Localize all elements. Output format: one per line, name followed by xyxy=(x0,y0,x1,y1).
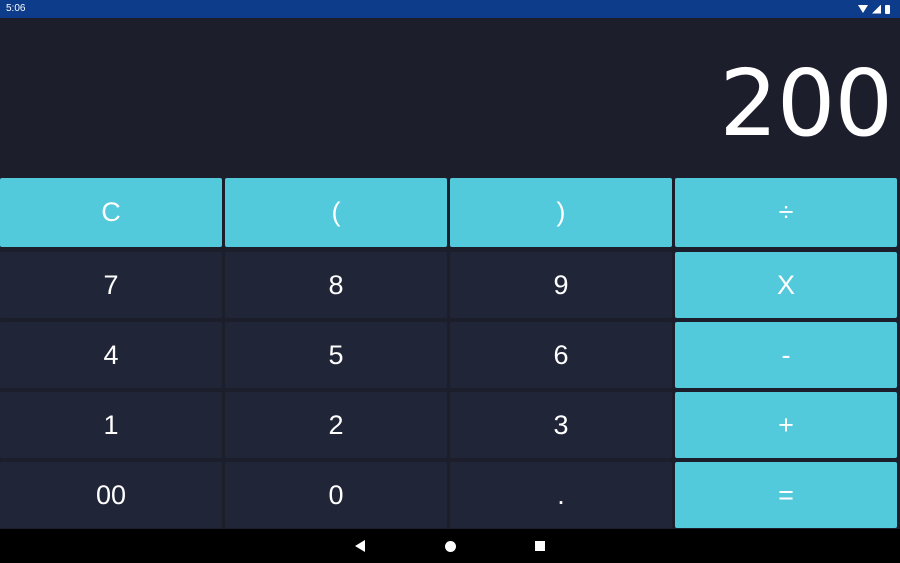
recents-icon[interactable] xyxy=(535,541,545,551)
decimal-button[interactable]: . xyxy=(450,462,672,528)
one-button[interactable]: 1 xyxy=(0,392,222,458)
open-paren-button[interactable]: ( xyxy=(225,178,447,247)
zero-button[interactable]: 0 xyxy=(225,462,447,528)
four-button[interactable]: 4 xyxy=(0,322,222,388)
five-button[interactable]: 5 xyxy=(225,322,447,388)
battery-icon xyxy=(885,4,890,14)
calculator-display: 200 xyxy=(0,18,900,176)
signal-icon xyxy=(872,4,881,14)
seven-button[interactable]: 7 xyxy=(0,252,222,318)
equals-button[interactable]: = xyxy=(675,462,897,528)
minus-button[interactable]: - xyxy=(675,322,897,388)
navigation-bar xyxy=(0,529,900,563)
double-zero-button[interactable]: 00 xyxy=(0,462,222,528)
eight-button[interactable]: 8 xyxy=(225,252,447,318)
six-button[interactable]: 6 xyxy=(450,322,672,388)
plus-button[interactable]: + xyxy=(675,392,897,458)
home-icon[interactable] xyxy=(445,541,456,552)
wifi-icon xyxy=(858,5,868,13)
keypad: C ( ) ÷ 7 8 9 X 4 5 6 - 1 2 3 + 00 0 . = xyxy=(0,176,900,529)
three-button[interactable]: 3 xyxy=(450,392,672,458)
close-paren-button[interactable]: ) xyxy=(450,178,672,247)
status-bar: 5:06 xyxy=(0,0,900,18)
display-value: 200 xyxy=(719,50,893,157)
status-icons xyxy=(858,0,890,18)
clear-button[interactable]: C xyxy=(0,178,222,247)
back-icon[interactable] xyxy=(355,540,365,552)
nine-button[interactable]: 9 xyxy=(450,252,672,318)
two-button[interactable]: 2 xyxy=(225,392,447,458)
divide-button[interactable]: ÷ xyxy=(675,178,897,247)
multiply-button[interactable]: X xyxy=(675,252,897,318)
status-time: 5:06 xyxy=(6,3,26,14)
